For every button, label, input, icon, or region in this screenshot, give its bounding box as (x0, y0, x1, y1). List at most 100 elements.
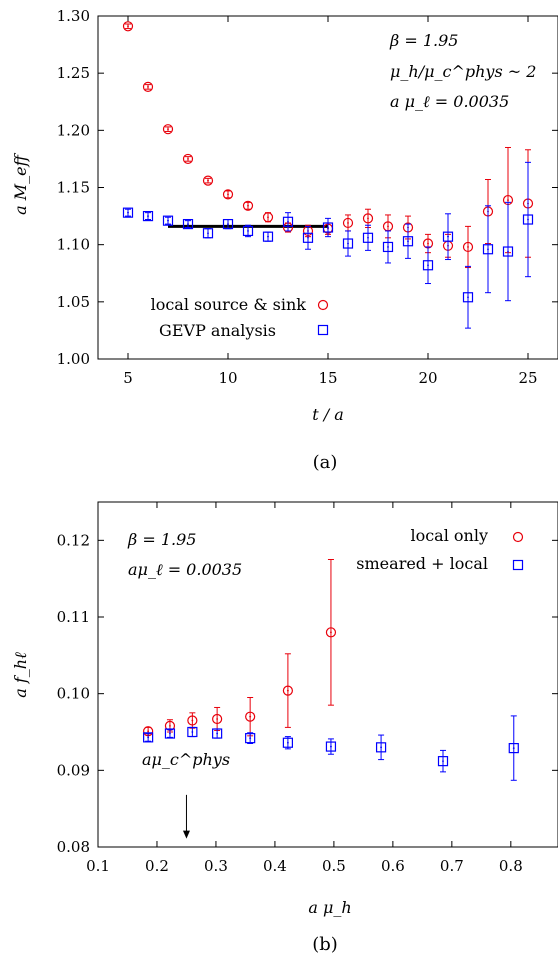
data-point-center (216, 718, 219, 720)
data-point-center (227, 193, 229, 196)
data-point-center (407, 240, 409, 243)
data-point-center (347, 242, 349, 245)
data-point-circle (362, 213, 374, 224)
data-point-square (382, 241, 394, 253)
data-point-center (507, 250, 509, 253)
annotation-beta-b: β = 1.95 (127, 530, 196, 549)
data-point-circle (222, 189, 234, 200)
data-point-circle (262, 212, 274, 223)
data-point-circle (122, 21, 134, 32)
data-point-center (147, 215, 149, 217)
data-point-circle (462, 241, 474, 253)
x-tick-label-a: 10 (218, 369, 237, 387)
data-point-square (462, 292, 474, 303)
data-point-square (402, 236, 414, 247)
axis-ticks-b: 0.1 0.2 0.3 0.4 0.5 0.6 0.7 0.8 0.08 0.09 0.10 0.11… (57, 502, 558, 875)
data-point-circle (342, 217, 354, 229)
x-tick-label-b: 0.5 (322, 857, 346, 875)
data-point-square (508, 742, 519, 754)
legend-marker-square-b (512, 559, 524, 571)
data-point-center (507, 199, 509, 201)
data-point-circle (187, 715, 198, 726)
panel-caption-b: (b) (312, 934, 338, 955)
data-point-center (527, 218, 529, 221)
y-axis-label-b: a f_hℓ (11, 652, 30, 698)
data-point-center (447, 235, 449, 238)
data-point-center (286, 689, 289, 692)
data-point-center (330, 745, 332, 748)
data-point-center (307, 236, 309, 239)
data-point-center (207, 179, 209, 182)
x-axis-label-a: t / a (312, 405, 344, 424)
legend-b: local only smeared + local (356, 526, 524, 573)
data-layer-b (143, 559, 519, 781)
data-point-center (487, 248, 489, 251)
x-tick-label-a: 25 (518, 369, 537, 387)
data-point-square (422, 260, 434, 271)
data-point-square (482, 244, 494, 255)
data-point-square (282, 737, 293, 748)
data-point-center (249, 715, 252, 718)
data-point-center (380, 746, 382, 749)
y-tick-label-a: 1.05 (57, 293, 90, 311)
legend-label-gevp: GEVP analysis (159, 321, 276, 340)
y-tick-label-a: 1.30 (57, 7, 90, 25)
data-point-center (247, 230, 249, 232)
data-point-circle (242, 200, 254, 211)
arrow-label-mu-c-phys: aμ_c^phys (142, 750, 230, 769)
annotation-beta-a: β = 1.95 (389, 31, 458, 50)
x-tick-label-a: 5 (123, 369, 133, 387)
legend-label-smeared-local: smeared + local (356, 554, 488, 573)
data-point-center (330, 631, 332, 634)
y-tick-label-b: 0.10 (57, 685, 90, 703)
data-point-square (282, 216, 294, 227)
y-tick-label-a: 1.20 (57, 121, 90, 139)
data-point-square (325, 741, 337, 752)
data-point-center (427, 264, 429, 267)
data-point-center (267, 235, 269, 238)
data-point-center (167, 128, 169, 131)
data-point-square (437, 756, 449, 767)
panel-caption-a: (a) (313, 452, 338, 473)
data-point-center (442, 760, 444, 763)
data-point-center (286, 741, 289, 744)
data-point-square (143, 732, 154, 743)
data-point-center (387, 246, 389, 248)
data-point-circle (245, 711, 256, 722)
x-tick-label-b: 0.4 (263, 857, 287, 875)
data-point-center (247, 204, 249, 207)
data-point-center (216, 732, 219, 735)
data-point-circle (325, 627, 337, 638)
data-point-center (467, 246, 469, 248)
x-tick-label-a: 15 (318, 369, 337, 387)
data-point-center (191, 731, 194, 733)
data-point-center (327, 226, 329, 229)
legend-marker-circle-b (512, 531, 524, 543)
x-tick-label-b: 0.6 (381, 857, 405, 875)
data-point-square (522, 214, 534, 225)
data-point-center (127, 211, 129, 214)
data-point-center (227, 223, 229, 225)
legend-marker-square-a (317, 324, 329, 336)
x-tick-label-b: 0.2 (145, 857, 169, 875)
arrow-head (182, 830, 190, 839)
panel-b: 0.1 0.2 0.3 0.4 0.5 0.6 0.7 0.8 0.08 0.09 0.10 0.11… (11, 501, 558, 955)
data-point-square (322, 222, 334, 233)
data-point-circle (142, 81, 154, 92)
data-point-center (147, 730, 150, 733)
data-point-center (467, 296, 469, 299)
x-tick-label-b: 0.7 (440, 857, 464, 875)
data-point-center (169, 732, 171, 735)
data-point-square (187, 726, 198, 738)
data-point-square (182, 218, 194, 230)
y-tick-label-b: 0.12 (57, 531, 90, 549)
data-point-center (427, 242, 429, 245)
data-point-center (187, 223, 189, 225)
x-tick-label-b: 0.3 (204, 857, 228, 875)
x-tick-label-b: 0.8 (499, 857, 523, 875)
y-tick-label-b: 0.09 (57, 761, 90, 779)
data-point-square (212, 728, 223, 739)
data-point-center (167, 219, 169, 222)
data-point-square (375, 742, 387, 753)
